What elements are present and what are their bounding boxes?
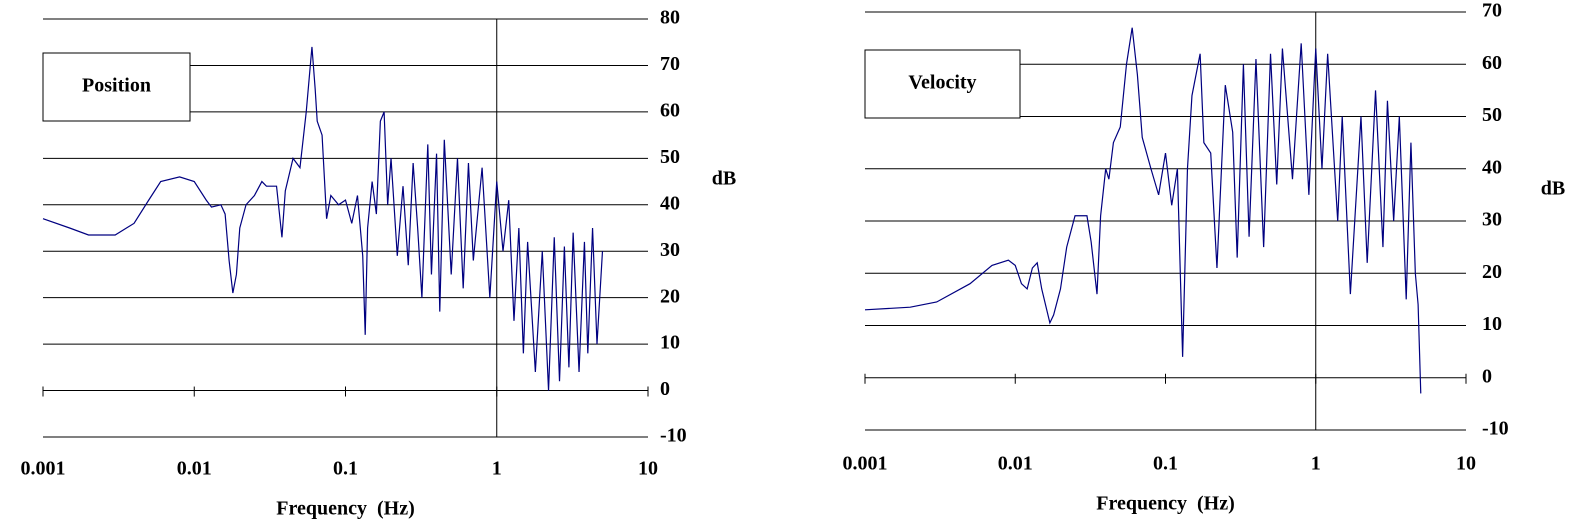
- x-tick-label: 0.01: [998, 453, 1033, 475]
- y-tick-label: 60: [1482, 52, 1502, 74]
- y-tick-label: 50: [1482, 104, 1502, 126]
- y-tick-label: 20: [1482, 261, 1502, 283]
- x-tick-label: 0.01: [177, 458, 212, 480]
- y-tick-label: 40: [660, 192, 680, 214]
- legend-box: [42, 52, 191, 122]
- x-tick-label: 1: [492, 458, 502, 480]
- x-tick-label: 10: [638, 458, 658, 480]
- x-tick-label: 0.1: [1153, 453, 1178, 475]
- y-tick-label: -10: [660, 425, 687, 447]
- y-tick-label: 70: [1482, 0, 1502, 22]
- y-tick-label: 10: [660, 332, 680, 354]
- data-line: [42, 46, 604, 391]
- x-tick-label: 0.001: [843, 453, 888, 475]
- y-tick-label: 60: [660, 99, 680, 121]
- y-axis-title: dB: [712, 168, 736, 190]
- x-axis-title: Frequency (Hz): [276, 498, 415, 520]
- y-tick-label: 30: [660, 239, 680, 261]
- legend-box: [864, 49, 1021, 119]
- y-tick-label: 80: [660, 7, 680, 29]
- data-line: [864, 27, 1422, 394]
- x-tick-label: 0.001: [21, 458, 66, 480]
- x-axis-title: Frequency (Hz): [1096, 493, 1235, 515]
- y-tick-label: -10: [1482, 418, 1509, 440]
- y-tick-label: 0: [1482, 365, 1492, 387]
- x-tick-label: 1: [1311, 453, 1321, 475]
- y-tick-label: 20: [660, 285, 680, 307]
- y-tick-label: 70: [660, 53, 680, 75]
- y-axis-title: dB: [1541, 178, 1565, 200]
- x-tick-label: 10: [1456, 453, 1476, 475]
- legend-label: Velocity: [908, 72, 976, 94]
- y-tick-label: 50: [660, 146, 680, 168]
- x-tick-label: 0.1: [333, 458, 358, 480]
- y-tick-label: 10: [1482, 313, 1502, 335]
- y-tick-label: 40: [1482, 156, 1502, 178]
- y-tick-label: 0: [660, 378, 670, 400]
- legend-label: Position: [82, 75, 151, 97]
- y-tick-label: 30: [1482, 209, 1502, 231]
